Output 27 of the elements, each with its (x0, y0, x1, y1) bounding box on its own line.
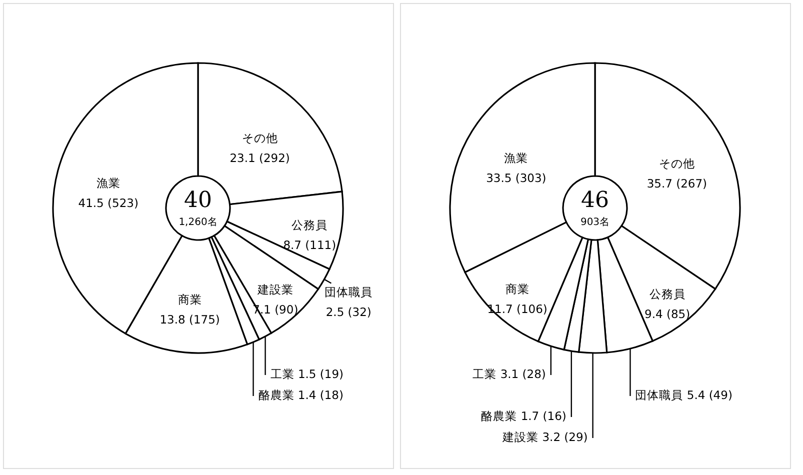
slice-label: 漁業 (96, 176, 120, 190)
slice-label: 工業 1.5 (19) (270, 367, 344, 381)
slice-label: 建設業 3.2 (29) (502, 430, 588, 444)
data-label: 13.8 (175) (160, 312, 220, 326)
text: 1,260名 (178, 216, 218, 228)
slice-label: 商業 (505, 282, 530, 296)
data-label: 35.7 (267) (646, 176, 708, 190)
data-label: 23.1 (292) (230, 150, 290, 165)
slice-label: 団体職員 (324, 285, 373, 300)
data-label: 2.5 (32) (326, 305, 372, 320)
slice-label: その他 (658, 156, 695, 170)
text: 46 (581, 188, 609, 213)
slice-label: 公務員 (649, 286, 686, 301)
slice-label: 公務員 (292, 218, 328, 232)
text: 903名 (580, 216, 610, 228)
text: 40 (184, 188, 212, 213)
slice-label: 酪農業 1.4 (18) (258, 388, 344, 402)
slice-label: 酪農業 1.7 (16) (481, 409, 566, 423)
data-label: 41.5 (523) (78, 196, 138, 210)
slice-label: 商業 (178, 292, 202, 306)
data-label: 9.4 (85) (644, 306, 690, 321)
slice-label: 漁業 (504, 151, 528, 166)
slice-label: 団体職員 5.4 (49) (635, 388, 732, 402)
slice-label: 建設業 (256, 282, 294, 296)
slice-label: 工業 3.1 (28) (472, 367, 546, 381)
data-label: 33.5 (303) (486, 171, 546, 186)
slice-label: その他 (242, 130, 278, 145)
